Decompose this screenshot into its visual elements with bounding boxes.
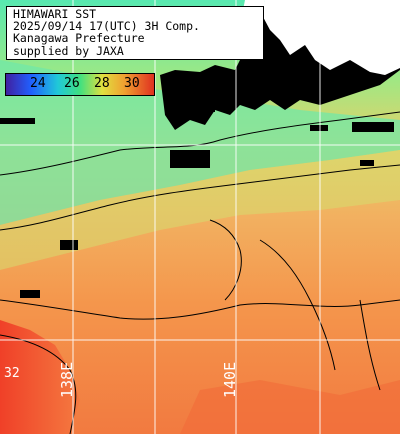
hot-water-area-2 bbox=[180, 380, 400, 434]
supplier-line: supplied by JAXA bbox=[13, 43, 124, 58]
lon-label-140E: 140E bbox=[221, 361, 239, 398]
legend-tick-26: 26 bbox=[64, 76, 80, 91]
legend-tick-24: 24 bbox=[30, 76, 46, 91]
color-legend: 24 26 28 30 bbox=[5, 73, 155, 96]
legend-color-bar bbox=[6, 74, 154, 95]
info-box: HIMAWARI SST 2025/09/14 17(UTC) 3H Comp.… bbox=[6, 6, 264, 60]
speckles bbox=[0, 100, 394, 298]
hot-water-area bbox=[0, 320, 80, 434]
no-data-area bbox=[262, 0, 400, 75]
date-line: 2025/09/14 17(UTC) 3H Comp. bbox=[13, 19, 200, 34]
temp-annotation: 32 bbox=[4, 366, 20, 381]
contours bbox=[0, 111, 400, 435]
lon-label-138E: 138E bbox=[58, 361, 76, 398]
legend-tick-30: 30 bbox=[124, 76, 140, 91]
region-line: Kanagawa Prefecture bbox=[13, 31, 145, 46]
cool-water-band bbox=[0, 60, 400, 225]
legend-tick-28: 28 bbox=[94, 76, 110, 91]
title-line: HIMAWARI SST bbox=[13, 7, 97, 21]
transition-band bbox=[0, 150, 400, 270]
